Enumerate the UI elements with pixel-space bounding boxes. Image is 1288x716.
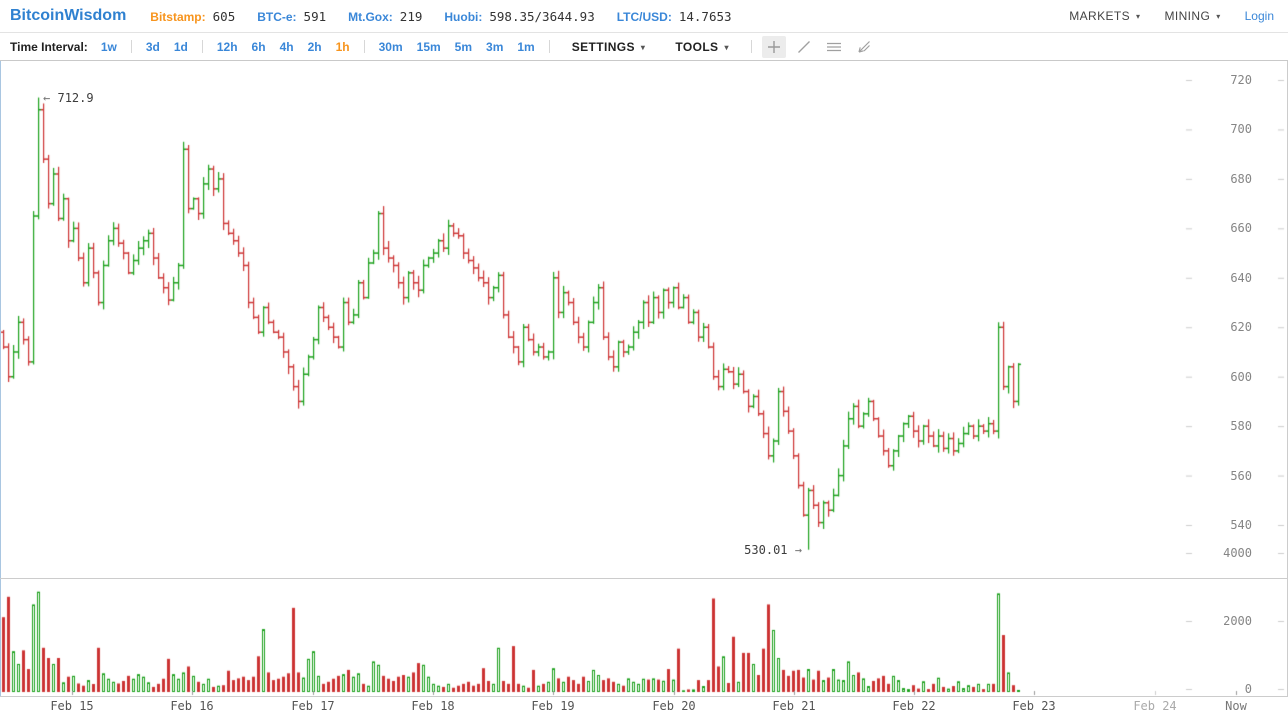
markets-menu[interactable]: MARKETS ▾ (1069, 9, 1140, 23)
chart-area: ← 712.9 530.01 → 720 700 680 660 640 620 600 58… (0, 61, 1288, 716)
ticker-label: Mt.Gox: (348, 9, 393, 24)
crosshair-icon (767, 40, 780, 53)
interval-12h[interactable]: 12h (216, 39, 238, 54)
interval-list: 1w 3d 1d 12h 6h 4h 2h 1h 30m 15m 5m 3m 1m (94, 39, 542, 54)
chevron-down-icon: ▾ (640, 42, 646, 52)
ticker-ltcusd[interactable]: LTC/USD: 14.7653 (616, 8, 732, 24)
ticker-bitstamp[interactable]: Bitstamp: 605 (150, 8, 236, 24)
markets-label: MARKETS (1069, 9, 1131, 23)
trendline-tool-button[interactable] (792, 36, 816, 58)
interval-3m[interactable]: 3m (486, 39, 504, 54)
price-volume-canvas[interactable] (0, 61, 1288, 716)
interval-30m[interactable]: 30m (378, 39, 403, 54)
interval-2h[interactable]: 2h (307, 39, 322, 54)
ticker-value: 14.7653 (678, 8, 732, 24)
horizontal-lines-tool-button[interactable] (822, 36, 846, 58)
ticker-value: 591 (303, 8, 327, 24)
interval-1h[interactable]: 1h (335, 39, 350, 54)
interval-5m[interactable]: 5m (454, 39, 473, 54)
trendline-icon (797, 40, 810, 53)
chevron-down-icon: ▾ (1136, 12, 1141, 21)
interval-4h[interactable]: 4h (279, 39, 294, 54)
ticker-list: Bitstamp: 605 BTC-e: 591 Mt.Gox: 219 Huobi: 598… (150, 9, 753, 24)
ticker-value: 219 (399, 8, 423, 24)
ticker-label: LTC/USD: (616, 9, 672, 24)
ticker-label: Bitstamp: (150, 9, 206, 24)
settings-menu[interactable]: SETTINGS ▾ (572, 40, 646, 54)
separator (548, 40, 550, 53)
interval-1m[interactable]: 1m (517, 39, 535, 54)
login-link[interactable]: Login (1244, 9, 1274, 23)
ticker-label: BTC-e: (257, 9, 297, 24)
chevron-down-icon: ▾ (724, 42, 729, 52)
angle-arrow-tool-button[interactable] (852, 36, 876, 58)
interval-15m[interactable]: 15m (416, 39, 441, 54)
ticker-mtgox[interactable]: Mt.Gox: 219 (348, 8, 423, 24)
header-right: MARKETS ▾ MINING ▾ Login (1069, 9, 1274, 23)
separator (130, 39, 132, 53)
mining-label: MINING (1164, 9, 1211, 23)
ticker-label: Huobi: (444, 9, 483, 24)
app-title[interactable]: BitcoinWisdom (10, 7, 127, 24)
ticker-btce[interactable]: BTC-e: 591 (257, 8, 327, 24)
interval-6h[interactable]: 6h (251, 39, 266, 54)
tools-menu[interactable]: TOOLS ▾ (675, 40, 729, 54)
separator (201, 39, 203, 53)
settings-label: SETTINGS (571, 39, 635, 54)
angle-arrow-icon (858, 40, 871, 53)
ticker-value: 598.35/3644.93 (489, 8, 595, 24)
toolbar: Time Interval: 1w 3d 1d 12h 6h 4h 2h 1h 30m 15m 5m… (0, 33, 1288, 61)
time-interval-label: Time Interval: (10, 39, 88, 54)
chevron-down-icon: ▾ (1216, 12, 1221, 21)
tools-label: TOOLS (675, 39, 719, 54)
ticker-huobi[interactable]: Huobi: 598.35/3644.93 (444, 8, 595, 24)
interval-1w[interactable]: 1w (100, 39, 117, 54)
header: BitcoinWisdom Bitstamp: 605 BTC-e: 591 Mt.Go… (0, 0, 1288, 33)
interval-1d[interactable]: 1d (173, 39, 188, 54)
mining-menu[interactable]: MINING ▾ (1164, 9, 1220, 23)
ticker-value: 605 (212, 8, 236, 24)
separator (750, 40, 752, 53)
horizontal-lines-icon (826, 42, 841, 51)
crosshair-tool-button[interactable] (761, 35, 786, 58)
separator (363, 39, 365, 53)
interval-3d[interactable]: 3d (145, 39, 160, 54)
